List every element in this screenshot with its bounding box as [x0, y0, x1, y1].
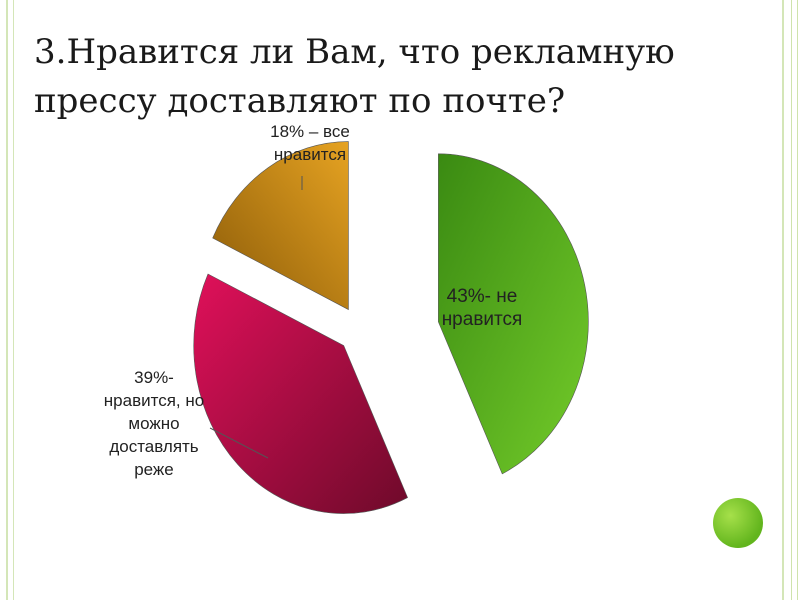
slice-label-3: 18% – все нравится	[270, 122, 350, 164]
pie-slice-1	[438, 153, 589, 475]
slice-label-1: 43%- не нравится	[442, 286, 523, 330]
pie-slice-3	[212, 141, 349, 311]
slide-border-strip	[791, 0, 792, 600]
pie-slice-2	[193, 273, 408, 514]
decorative-green-dot	[713, 498, 763, 548]
slide-frame-inner	[13, 0, 783, 600]
slice-label-2: 39%-нравится, но можно доставлять реже	[104, 368, 204, 479]
slide-title: 3.Нравится ли Вам, что рекламную прессу …	[34, 32, 675, 121]
slide-frame-outer	[6, 0, 784, 600]
slide-border-strip	[797, 0, 798, 600]
leader-line-39	[209, 427, 269, 459]
